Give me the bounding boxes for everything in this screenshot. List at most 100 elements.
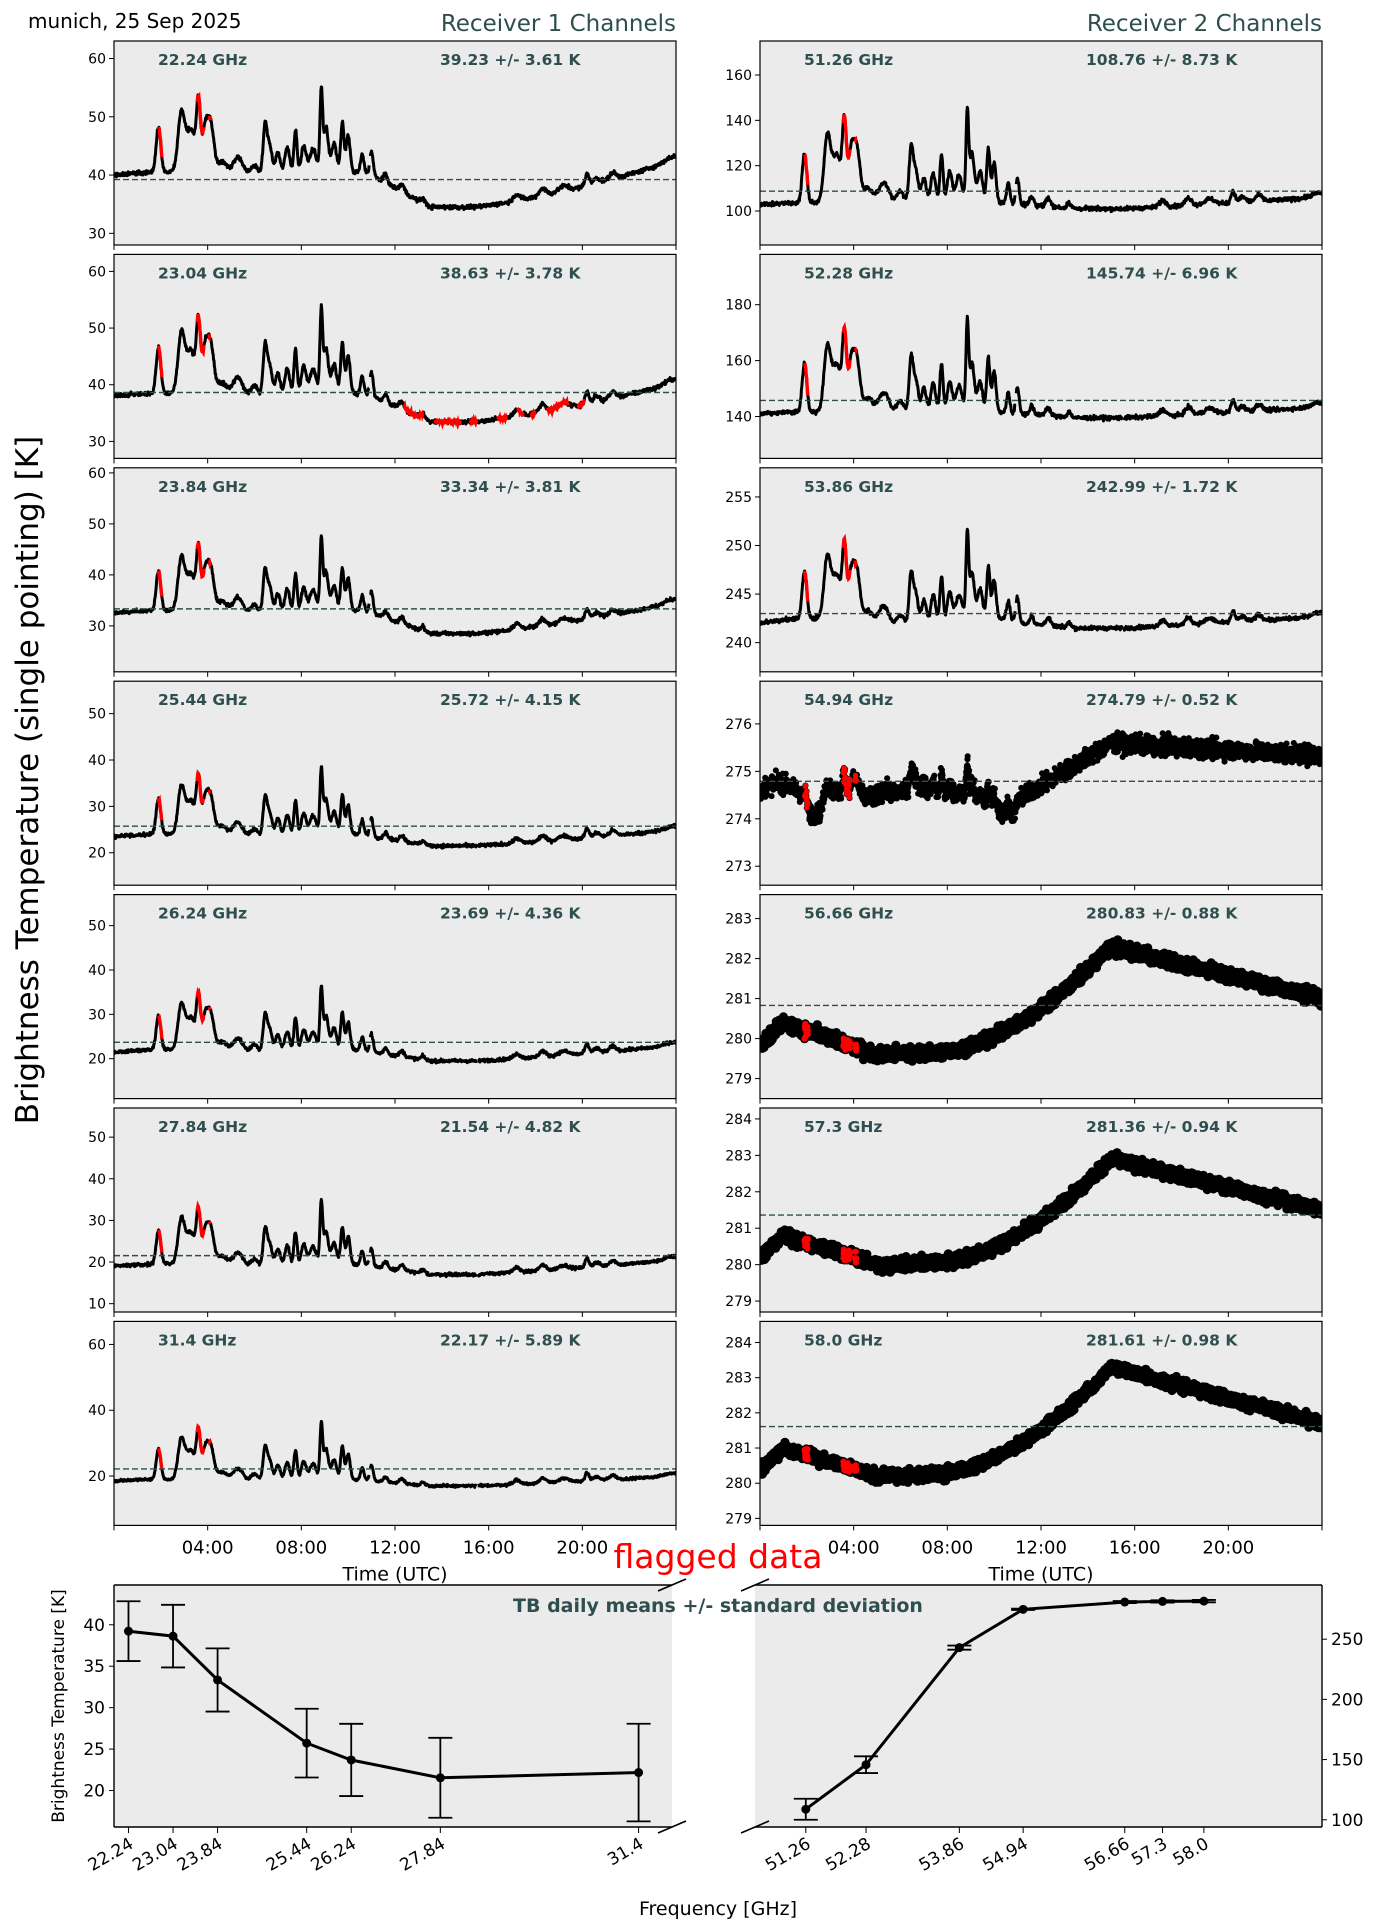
channel-stats-label: 280.83 +/- 0.88 K [1086, 905, 1238, 923]
y-tick-label: 283 [725, 912, 752, 928]
summary-point-group [626, 1722, 651, 1823]
y-tick-label: 279 [725, 1511, 752, 1527]
x-tick-label: 04:00 [828, 1537, 880, 1558]
summary-data-point [801, 1804, 811, 1814]
timeseries-panels: 30 40 50 60 22.24 GHz 39.23 +/- 3.61 K 30 40 50 6… [88, 40, 1323, 1585]
y-tick-label: 20 [88, 1052, 106, 1068]
summary-point-group [1011, 1604, 1036, 1614]
y-tick-label: 282 [725, 952, 752, 968]
channel-frequency-label: 54.94 GHz [804, 691, 893, 709]
channel-stats-label: 23.69 +/- 4.36 K [440, 905, 582, 923]
y-tick-label: 50 [88, 1130, 106, 1146]
tb-series [760, 105, 1322, 214]
y-tick-label: 280 [725, 1476, 752, 1492]
flagged-series [157, 986, 212, 1039]
y-tick-label: 273 [725, 859, 752, 875]
panel-background [114, 1321, 676, 1526]
flagged-series [801, 1235, 860, 1266]
summary-data-point [435, 1773, 445, 1783]
panel-2-1: 100 120 140 160 51.26 GHz 108.76 +/- 8.73 K [725, 40, 1323, 250]
y-tick-label: 40 [88, 568, 106, 584]
summary-y-tick-label: 100 [1331, 1811, 1363, 1831]
y-tick-label: 20 [88, 846, 106, 862]
y-tick-label: 284 [725, 1336, 752, 1352]
y-tick-label: 40 [88, 753, 106, 769]
tb-series [114, 1419, 676, 1489]
summary-point-group [428, 1736, 453, 1819]
flagged-series [802, 765, 859, 811]
channel-frequency-label: 22.24 GHz [158, 51, 247, 69]
summary-point-group [1112, 1597, 1137, 1607]
y-tick-label: 100 [725, 204, 752, 220]
tb-series [760, 314, 1322, 423]
channel-frequency-label: 56.66 GHz [804, 905, 893, 923]
y-tick-label: 40 [88, 1172, 106, 1188]
panel-background [760, 467, 1322, 672]
panel-frame [759, 1320, 1323, 1527]
summary-x-axis-label: Frequency [GHz] [639, 1898, 797, 1920]
y-tick-label: 284 [725, 1112, 752, 1128]
y-tick-label: 245 [725, 587, 752, 603]
summary-y-tick-label: 40 [83, 1616, 105, 1636]
summary-point-group [854, 1755, 879, 1774]
summary-point-group [161, 1603, 186, 1669]
y-tick-label: 30 [88, 1213, 106, 1229]
panel-1-5: 20 30 40 50 26.24 GHz 23.69 +/- 4.36 K [88, 893, 677, 1104]
y-tick-label: 283 [725, 1371, 752, 1387]
x-tick-label: 20:00 [556, 1537, 608, 1558]
summary-point-group [1191, 1596, 1216, 1606]
flagged-data-label: flagged data [614, 1537, 823, 1576]
summary-data-point [954, 1643, 964, 1653]
axis-break-mark [740, 1820, 770, 1834]
summary-y-tick-label: 150 [1331, 1751, 1363, 1771]
summary-point-group [116, 1600, 141, 1662]
channel-frequency-label: 23.04 GHz [158, 264, 247, 282]
receiver1-title: Receiver 1 Channels [441, 11, 676, 37]
summary-point-group [294, 1707, 319, 1779]
y-tick-label: 50 [88, 321, 106, 337]
y-tick-label: 30 [88, 1007, 106, 1023]
summary-point-group [339, 1722, 364, 1797]
summary-y-tick-label: 250 [1331, 1630, 1363, 1650]
channel-frequency-label: 25.44 GHz [158, 691, 247, 709]
flagged-series [801, 1445, 860, 1475]
summary-data-point [1158, 1596, 1168, 1606]
y-tick-label: 40 [88, 378, 106, 394]
y-tick-label: 281 [725, 1441, 752, 1457]
summary-left-background [114, 1585, 672, 1827]
y-tick-label: 281 [725, 1221, 752, 1237]
y-tick-label: 140 [725, 113, 752, 129]
y-tick-label: 50 [88, 517, 106, 533]
panel-2-6: 279 280 281 282 283 284 57.3 GHz 281.36 +/- 0.9… [725, 1107, 1323, 1317]
flagged-series [803, 114, 858, 185]
panel-frame [113, 1320, 677, 1527]
summary-data-point [1120, 1597, 1130, 1607]
channel-stats-label: 39.23 +/- 3.61 K [440, 51, 582, 69]
panel-frame [113, 253, 677, 459]
panel-background [760, 41, 1322, 245]
summary-data-point [302, 1738, 312, 1748]
y-tick-label: 20 [88, 1469, 106, 1485]
panel-1-6: 10 20 30 40 50 27.84 GHz 21.54 +/- 4.82 K [88, 1107, 677, 1317]
summary-y-axis-label: Brightness Temperature [K] [49, 1589, 69, 1822]
channel-stats-label: 22.17 +/- 5.89 K [440, 1331, 582, 1349]
receiver2-title: Receiver 2 Channels [1087, 11, 1322, 37]
channel-stats-label: 38.63 +/- 3.78 K [440, 264, 582, 282]
tb-series [760, 527, 1322, 633]
y-tick-label: 140 [725, 409, 752, 425]
y-tick-label: 50 [88, 707, 106, 723]
y-tick-label: 275 [725, 764, 752, 780]
summary-y-tick-label: 20 [83, 1782, 105, 1802]
tb-series [114, 765, 676, 850]
y-tick-label: 30 [88, 434, 106, 450]
flagged-series [801, 1020, 860, 1054]
summary-data-point [634, 1768, 644, 1778]
panel-1-2: 30 40 50 60 23.04 GHz 38.63 +/- 3.78 K [88, 253, 677, 464]
summary-data-point [168, 1631, 178, 1641]
panel-background [114, 467, 676, 672]
x-tick-label: 08:00 [275, 1537, 327, 1558]
panel-frame [759, 253, 1323, 459]
summary-y-tick-label: 35 [83, 1657, 105, 1677]
